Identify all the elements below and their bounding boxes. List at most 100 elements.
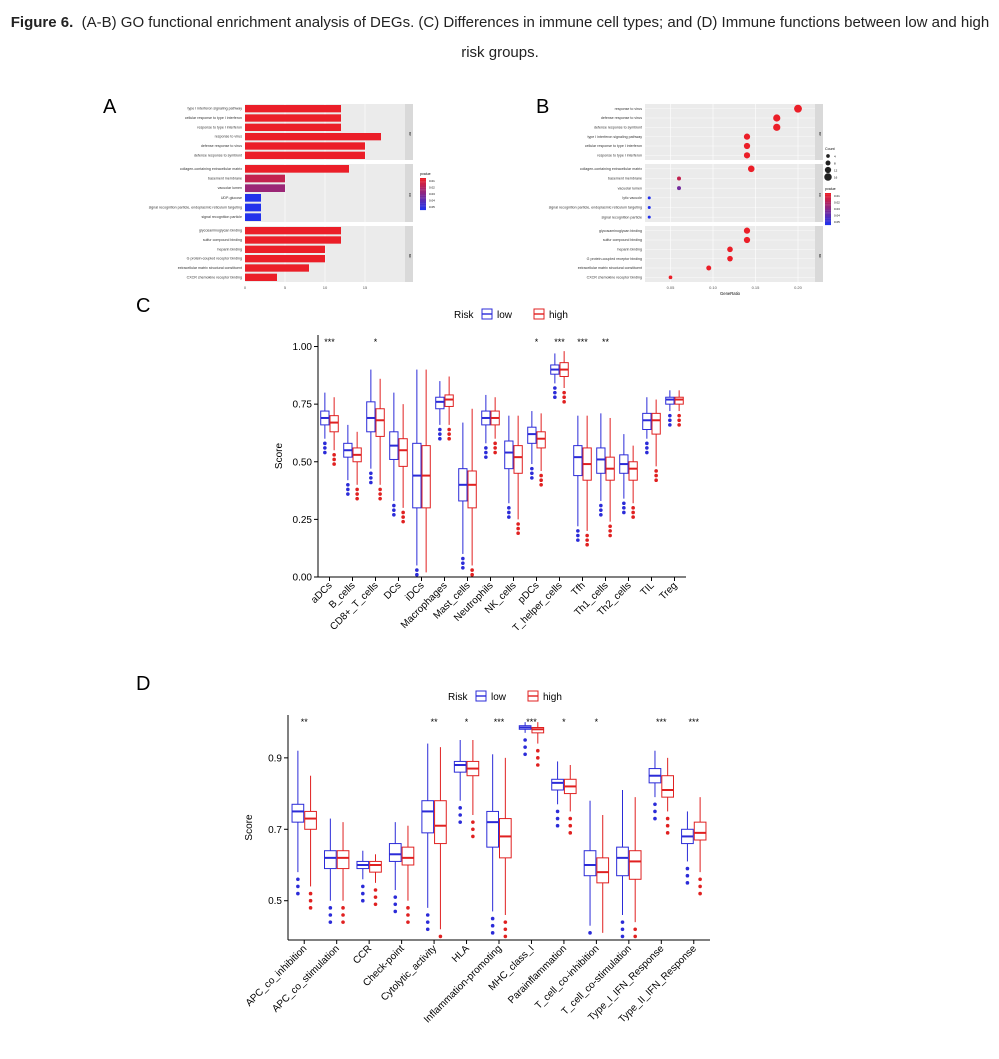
x-tick-label: 0.20	[794, 285, 803, 290]
box	[291, 803, 305, 823]
facet-label: CC	[408, 193, 412, 198]
dot	[647, 215, 651, 219]
outlier-point	[523, 745, 527, 749]
outlier-point	[620, 934, 625, 939]
outlier-point	[406, 920, 410, 924]
box	[628, 461, 638, 481]
legend-gradient	[420, 198, 426, 201]
dot	[727, 255, 733, 262]
outlier-point	[447, 427, 451, 432]
outlier-point	[471, 827, 475, 832]
legend-gradient	[825, 201, 831, 203]
outlier-point	[530, 471, 534, 476]
y-tick-label: 0.00	[293, 573, 313, 584]
outlier-point	[484, 446, 488, 450]
box	[304, 810, 317, 830]
box	[551, 778, 564, 791]
legend-size-label: 8	[834, 162, 836, 166]
outlier-point	[539, 483, 543, 487]
legend-color-title: pvalue	[825, 187, 836, 191]
outlier-point	[622, 510, 626, 515]
term-label: type I interferon signaling pathway	[187, 107, 242, 111]
legend-gradient	[825, 209, 831, 211]
y-tick-label: 0.7	[268, 825, 282, 836]
term-label: glycosaminoglycan binding	[599, 229, 642, 233]
outlier-point	[553, 386, 557, 390]
outlier-point	[685, 866, 690, 871]
facet-strip	[405, 164, 413, 222]
box	[596, 857, 610, 884]
term-label: defense response to symbiont	[194, 153, 242, 157]
legend-label: 0.01	[429, 179, 435, 183]
outlier-point	[323, 441, 327, 446]
box	[444, 394, 454, 407]
facet-background	[645, 226, 815, 282]
outlier-point	[553, 395, 557, 400]
legend-gradient	[825, 217, 831, 219]
outlier-point	[332, 453, 336, 457]
outlier-point	[507, 510, 511, 515]
facet-label: BP	[408, 132, 412, 136]
box	[642, 412, 652, 430]
bar	[245, 142, 365, 150]
outlier-point	[608, 533, 612, 538]
outlier-point	[622, 506, 626, 510]
legend-gradient	[420, 195, 426, 198]
term-label: CXCR chemokine receptor binding	[587, 276, 642, 280]
outlier-point	[323, 446, 327, 450]
x-tick-label: Cytolytic_activity	[379, 943, 439, 1003]
outlier-point	[599, 512, 603, 517]
outlier-point	[328, 906, 333, 910]
outlier-point	[585, 533, 589, 538]
significance-label: ***	[526, 717, 537, 727]
outlier-point	[585, 538, 589, 542]
legend-gradient	[825, 207, 831, 210]
significance-label: *	[562, 717, 566, 727]
term-label: response to type I interferon	[197, 125, 242, 129]
legend-size-dot	[824, 173, 832, 181]
legend-gradient	[420, 208, 426, 211]
outlier-point	[653, 802, 657, 807]
legend-size-label: 16	[834, 176, 838, 180]
legend-size-dot	[826, 154, 830, 158]
term-label: response to virus	[615, 107, 643, 111]
x-tick-label: Treg	[658, 580, 680, 602]
outlier-point	[539, 473, 543, 478]
outlier-point	[355, 496, 359, 501]
outlier-point	[328, 920, 333, 924]
legend-gradient	[825, 210, 831, 213]
legend-gradient	[825, 194, 831, 197]
outlier-point	[341, 906, 345, 910]
dot	[727, 246, 733, 253]
dot	[668, 275, 673, 280]
outlier-point	[677, 423, 681, 427]
legend-title: Risk	[454, 310, 474, 321]
outlier-point	[668, 423, 672, 427]
outlier-point	[608, 524, 612, 529]
term-label: lytic vacuole	[622, 196, 642, 200]
legend-gradient	[420, 187, 426, 190]
legend-gradient	[825, 223, 831, 226]
outlier-point	[599, 503, 603, 508]
term-label: heparin binding	[617, 248, 642, 252]
box	[513, 445, 523, 474]
outlier-point	[536, 756, 540, 760]
legend-gradient	[420, 200, 426, 203]
panel-label-d: D	[136, 673, 150, 695]
outlier-point	[361, 891, 365, 896]
legend-color-label: 0.05	[834, 220, 840, 224]
outlier-point	[425, 913, 430, 917]
outlier-point	[668, 418, 672, 423]
dot	[677, 176, 681, 181]
outlier-point	[654, 469, 658, 473]
term-label: cellular response to type I interferon	[185, 116, 242, 120]
outlier-point	[490, 916, 495, 921]
box	[628, 850, 642, 880]
outlier-point	[401, 515, 405, 519]
facet-strip	[815, 226, 823, 282]
dot	[794, 104, 802, 113]
bar	[245, 123, 341, 131]
outlier-point	[493, 441, 497, 446]
outlier-point	[346, 487, 350, 492]
legend-gradient	[420, 181, 426, 183]
